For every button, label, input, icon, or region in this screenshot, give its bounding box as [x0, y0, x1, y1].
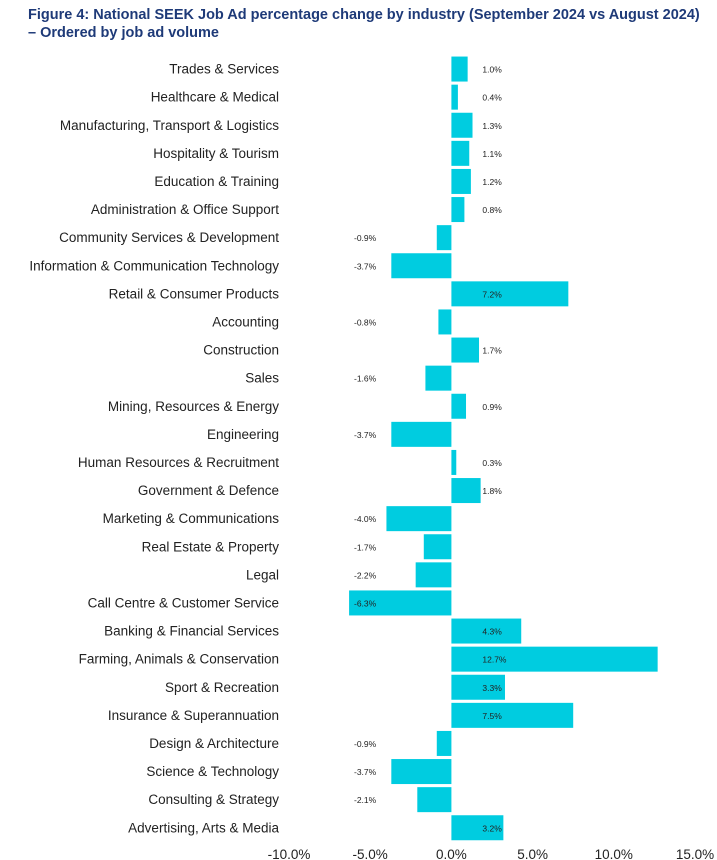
data-label: 3.3% — [482, 683, 502, 693]
category-label: Engineering — [207, 427, 279, 442]
x-tick-label: -10.0% — [268, 847, 311, 860]
data-label: 1.3% — [482, 121, 502, 131]
category-label: Community Services & Development — [59, 230, 279, 245]
chart-title: Figure 4: National SEEK Job Ad percentag… — [28, 6, 708, 42]
bar — [417, 787, 452, 813]
category-label: Advertising, Arts & Media — [128, 820, 279, 835]
x-tick-label: 15.0% — [676, 847, 714, 860]
category-label: Healthcare & Medical — [151, 90, 279, 105]
bar — [451, 168, 471, 194]
category-label: Human Resources & Recruitment — [78, 455, 279, 470]
category-label: Retail & Consumer Products — [109, 286, 280, 301]
data-label: -6.3% — [354, 598, 377, 608]
bar — [451, 449, 457, 475]
category-label: Consulting & Strategy — [148, 792, 279, 807]
data-label: 3.2% — [482, 823, 502, 833]
category-label: Trades & Services — [169, 62, 279, 77]
data-label: 0.8% — [482, 205, 502, 215]
category-label: Farming, Animals & Conservation — [79, 652, 279, 667]
category-label: Design & Architecture — [149, 736, 279, 751]
bar — [451, 197, 465, 223]
x-tick-label: -5.0% — [353, 847, 388, 860]
category-label: Construction — [203, 343, 279, 358]
bar — [451, 646, 658, 672]
data-label: -0.9% — [354, 233, 377, 243]
bar — [451, 112, 473, 138]
bar — [451, 674, 505, 700]
category-label: Accounting — [212, 314, 279, 329]
data-label: -2.1% — [354, 795, 377, 805]
category-label: Manufacturing, Transport & Logistics — [60, 118, 279, 133]
data-label: 1.8% — [482, 486, 502, 496]
chart-title-line-1: Figure 4: National SEEK Job Ad percentag… — [28, 7, 700, 23]
data-label: -3.7% — [354, 261, 377, 271]
data-label: -1.7% — [354, 542, 377, 552]
category-label: Real Estate & Property — [142, 539, 280, 554]
category-label: Information & Communication Technology — [29, 258, 279, 273]
data-label: 0.4% — [482, 93, 502, 103]
x-tick-label: 0.0% — [436, 847, 467, 860]
category-label: Administration & Office Support — [91, 202, 279, 217]
bar — [451, 478, 481, 504]
data-label: 0.3% — [482, 458, 502, 468]
category-label: Science & Technology — [146, 764, 279, 779]
category-label: Hospitality & Tourism — [153, 146, 279, 161]
bar — [349, 590, 452, 616]
bar — [451, 337, 480, 363]
data-label: -0.9% — [354, 739, 377, 749]
x-tick-label: 5.0% — [517, 847, 548, 860]
bar — [451, 140, 470, 166]
data-label: 4.3% — [482, 627, 502, 637]
bar — [451, 56, 468, 82]
data-label: 1.2% — [482, 177, 502, 187]
data-label: -2.2% — [354, 570, 377, 580]
category-label: Marketing & Communications — [103, 511, 280, 526]
category-label: Banking & Financial Services — [104, 624, 279, 639]
data-label: 1.0% — [482, 65, 502, 75]
chart-title-line-2: – Ordered by job ad volume — [28, 25, 219, 41]
bar — [451, 84, 458, 110]
bar — [423, 534, 452, 560]
category-label: Education & Training — [154, 174, 279, 189]
bar — [415, 562, 452, 588]
category-label: Sales — [245, 371, 279, 386]
bar — [451, 281, 569, 307]
bar — [436, 225, 452, 251]
data-label: 12.7% — [482, 655, 507, 665]
data-label: -3.7% — [354, 767, 377, 777]
bar — [386, 506, 452, 532]
bar — [451, 393, 467, 419]
bar — [391, 421, 452, 447]
data-label: 7.5% — [482, 711, 502, 721]
bar — [436, 730, 452, 756]
bar — [391, 253, 452, 279]
data-label: -1.6% — [354, 374, 377, 384]
category-label: Mining, Resources & Energy — [108, 399, 279, 414]
data-label: 0.9% — [482, 402, 502, 412]
data-label: 1.7% — [482, 346, 502, 356]
category-label: Sport & Recreation — [165, 680, 279, 695]
bar — [451, 618, 522, 644]
data-label: 1.1% — [482, 149, 502, 159]
category-label: Insurance & Superannuation — [108, 708, 279, 723]
bar — [451, 702, 574, 728]
bar — [438, 309, 452, 335]
data-label: -4.0% — [354, 514, 377, 524]
bar — [425, 365, 452, 391]
x-tick-label: 10.0% — [595, 847, 633, 860]
bar — [451, 815, 504, 841]
data-label: -0.8% — [354, 317, 377, 327]
data-label: -3.7% — [354, 430, 377, 440]
bar — [391, 759, 452, 785]
category-label: Legal — [246, 567, 279, 582]
data-label: 7.2% — [482, 289, 502, 299]
category-label: Government & Defence — [138, 483, 279, 498]
category-label: Call Centre & Customer Service — [88, 595, 279, 610]
